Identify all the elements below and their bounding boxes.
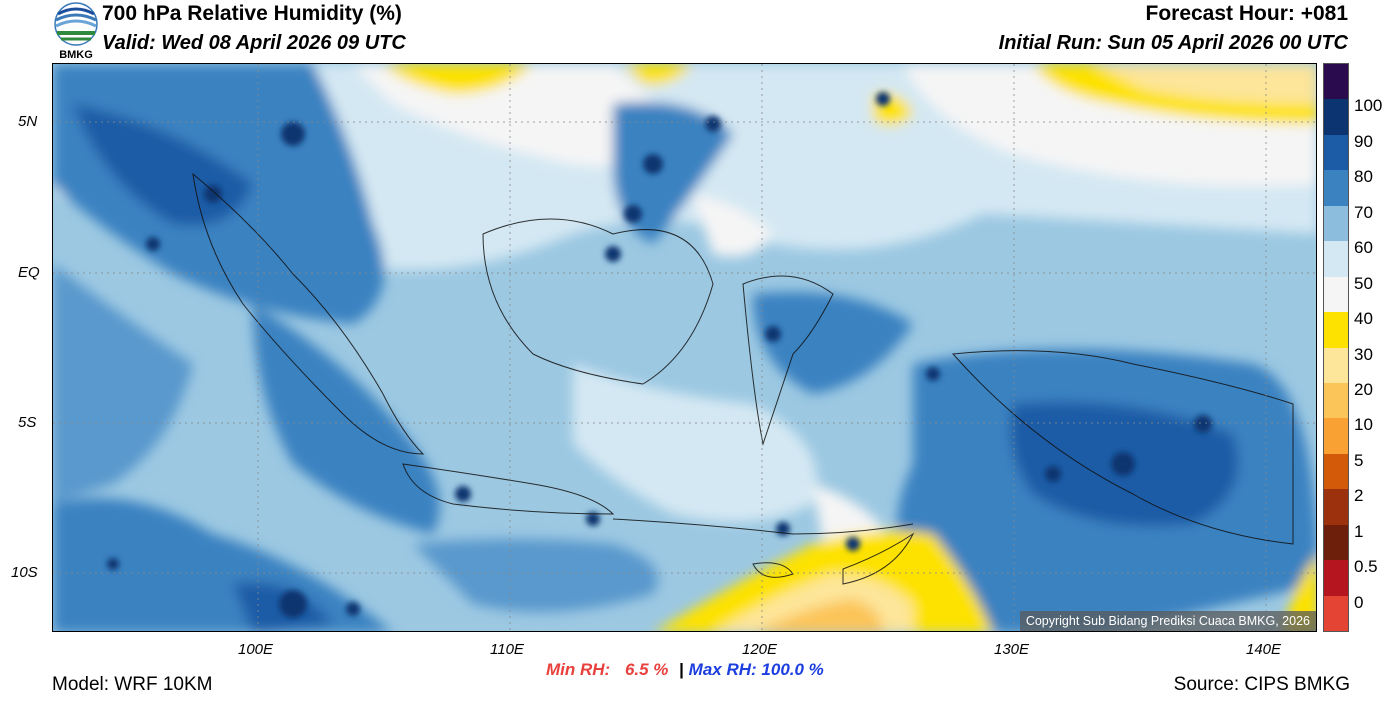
- colorbar-label: 90: [1354, 131, 1373, 151]
- valid-time: Valid: Wed 08 April 2026 09 UTC: [102, 32, 406, 54]
- lat-tick-5s: 5S: [18, 414, 37, 431]
- lon-tick-140e: 140E: [1246, 641, 1282, 658]
- colorbar-cell: [1324, 134, 1348, 171]
- colorbar-label: 1: [1354, 521, 1364, 541]
- lat-tick-10s: 10S: [11, 564, 38, 581]
- colorbar-label: 0: [1354, 592, 1364, 612]
- colorbar-cell: [1324, 276, 1348, 313]
- copyright-notice: Copyright Sub Bidang Prediksi Cuaca BMKG…: [1019, 611, 1316, 631]
- colorbar-cell: [1324, 64, 1348, 100]
- rh-stats: Min RH: 6.5 % | Max RH: 100.0 %: [546, 660, 824, 680]
- colorbar-cell: [1324, 418, 1348, 454]
- bmkg-logo: BMKG: [52, 2, 100, 61]
- colorbar: [1323, 63, 1349, 632]
- logo-text: BMKG: [59, 49, 93, 61]
- colorbar-label: 20: [1354, 379, 1373, 399]
- colorbar-label: 100: [1354, 96, 1383, 116]
- colorbar-label: 0.5: [1354, 557, 1378, 577]
- colorbar-cell: [1324, 595, 1348, 631]
- colorbar-cell: [1324, 241, 1348, 277]
- colorbar-label: 70: [1354, 202, 1373, 222]
- colorbar-label: 50: [1354, 273, 1373, 293]
- initial-run: Initial Run: Sun 05 April 2026 00 UTC: [998, 32, 1348, 54]
- colorbar-cell: [1324, 489, 1348, 525]
- humidity-field: [53, 64, 1316, 631]
- colorbar-label: 5: [1354, 450, 1364, 470]
- humidity-map: Copyright Sub Bidang Prediksi Cuaca BMKG…: [52, 63, 1317, 632]
- colorbar-label: 80: [1354, 167, 1373, 187]
- lon-tick-120e: 120E: [742, 641, 778, 658]
- colorbar-label: 30: [1354, 344, 1373, 364]
- colorbar-cell: [1324, 524, 1348, 561]
- colorbar-label: 40: [1354, 309, 1373, 329]
- min-rh-label: Min RH:: [546, 660, 611, 679]
- colorbar-cell: [1324, 205, 1348, 242]
- colorbar-labels: 100 90 80 70 60 50 40 30 20 10 5 2 1 0.5 0: [1354, 63, 1400, 632]
- map-gridlines: [53, 64, 1316, 631]
- colorbar-cell: [1324, 170, 1348, 206]
- colorbar-cell: [1324, 312, 1348, 348]
- lon-tick-110e: 110E: [490, 641, 524, 658]
- min-rh-value: 6.5 %: [624, 660, 669, 679]
- forecast-hour: Forecast Hour: +081: [1145, 2, 1349, 25]
- lat-tick-eq: EQ: [18, 264, 40, 281]
- colorbar-label: 60: [1354, 238, 1373, 258]
- colorbar-label: 2: [1354, 486, 1364, 506]
- lat-tick-5n: 5N: [18, 113, 38, 130]
- stats-separator: |: [679, 660, 684, 679]
- colorbar-cell: [1324, 99, 1348, 135]
- lon-tick-100e: 100E: [238, 641, 274, 658]
- colorbar-cell: [1324, 347, 1348, 383]
- colorbar-cell: [1324, 382, 1348, 419]
- chart-title: 700 hPa Relative Humidity (%): [102, 2, 402, 25]
- source-info: Source: CIPS BMKG: [1173, 674, 1350, 695]
- colorbar-label: 10: [1354, 415, 1373, 435]
- colorbar-cell: [1324, 560, 1348, 596]
- model-info: Model: WRF 10KM: [52, 674, 213, 695]
- bmkg-emblem-icon: [54, 2, 98, 46]
- max-rh-value: 100.0 %: [761, 660, 824, 679]
- colorbar-cell: [1324, 453, 1348, 490]
- lon-tick-130e: 130E: [994, 641, 1030, 658]
- max-rh-label: Max RH:: [688, 660, 757, 679]
